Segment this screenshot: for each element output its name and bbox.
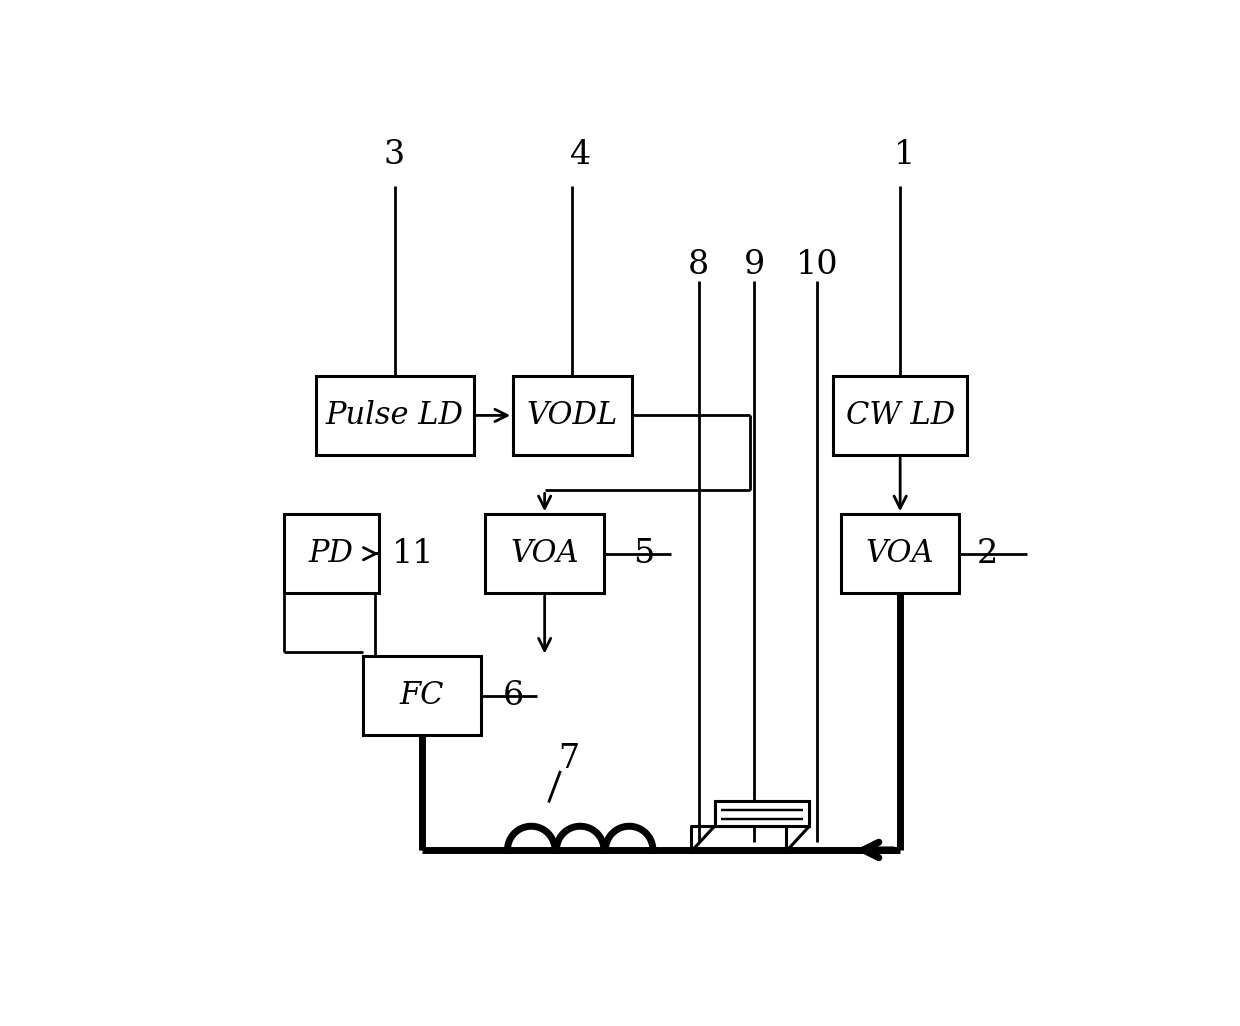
Text: CW LD: CW LD: [846, 400, 955, 431]
Text: 6: 6: [502, 680, 523, 712]
Text: FC: FC: [401, 680, 444, 711]
Text: 11: 11: [392, 538, 434, 569]
Text: 3: 3: [384, 139, 405, 170]
Text: 5: 5: [632, 538, 653, 569]
Bar: [841, 514, 960, 593]
Text: 7: 7: [558, 743, 579, 775]
Text: VODL: VODL: [527, 400, 618, 431]
Bar: [284, 514, 378, 593]
Bar: [513, 376, 631, 455]
Text: 9: 9: [743, 249, 765, 281]
Bar: [363, 657, 481, 736]
Bar: [485, 514, 604, 593]
Text: 8: 8: [688, 249, 709, 281]
Text: 1: 1: [894, 139, 915, 170]
Text: 10: 10: [796, 249, 838, 281]
Text: 4: 4: [569, 139, 590, 170]
Text: VOA: VOA: [866, 539, 935, 569]
Text: VOA: VOA: [511, 539, 579, 569]
Text: Pulse LD: Pulse LD: [326, 400, 464, 431]
Polygon shape: [714, 800, 810, 826]
Bar: [315, 376, 474, 455]
Text: 2: 2: [976, 538, 998, 569]
Text: PD: PD: [309, 539, 353, 569]
Bar: [833, 376, 967, 455]
